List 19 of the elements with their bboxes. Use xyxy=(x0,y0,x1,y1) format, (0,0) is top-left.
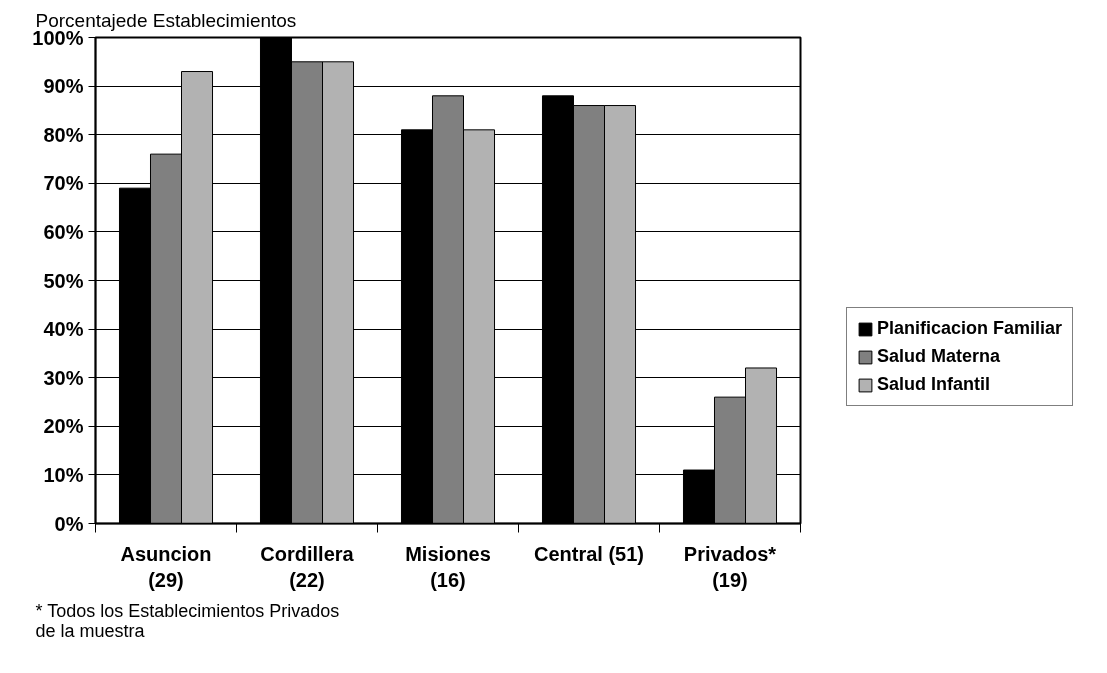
y-tick-label: 60% xyxy=(43,220,84,243)
y-tick-label: 50% xyxy=(43,269,84,292)
x-tick-label: Privados* (19) xyxy=(683,542,777,591)
legend-label: Salud Infantil xyxy=(877,374,991,395)
legend-label: Planificacion Familiar xyxy=(877,318,1063,339)
x-tick-label: Cordillera (22) xyxy=(260,542,355,591)
legend-label: Salud Materna xyxy=(877,346,1001,367)
y-tick-label: 0% xyxy=(54,512,84,535)
x-tick-label: Asuncion (29) xyxy=(120,542,212,591)
y-tick-label: 90% xyxy=(43,75,84,98)
y-tick-label: 20% xyxy=(43,415,84,438)
y-tick-label: 80% xyxy=(43,123,84,146)
text: * Todos los Establecimientos Privados de la muestra xyxy=(35,600,340,641)
x-tick-label: Misiones (16) xyxy=(405,542,491,591)
y-tick-label: 70% xyxy=(43,172,84,195)
y-tick-label: 30% xyxy=(43,366,84,389)
y-tick-label: 40% xyxy=(43,318,84,341)
y-tick-label: 10% xyxy=(43,463,84,486)
x-tick-label: Central (51) xyxy=(533,542,645,565)
